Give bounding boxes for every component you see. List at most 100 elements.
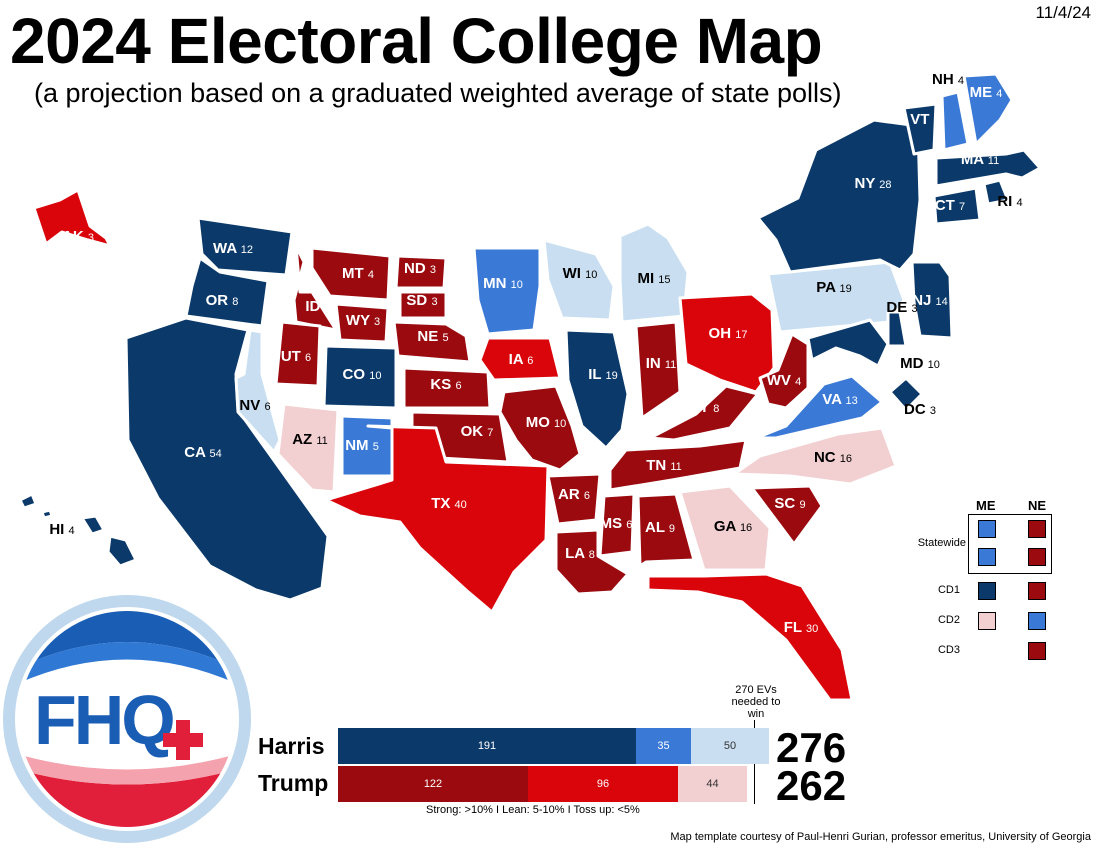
state-label-hi: HI 4 (49, 521, 74, 538)
state-label-ct: CT 7 (935, 197, 965, 214)
page-subtitle: (a projection based on a graduated weigh… (34, 78, 842, 108)
state-ma (934, 148, 1042, 188)
legend-swatch-ne-statewide-2 (1028, 548, 1046, 566)
legend-row-cd3: CD3 (937, 644, 960, 656)
state-ev-nv: 6 (264, 401, 270, 413)
state-ev-pa: 19 (840, 283, 852, 295)
state-mi (618, 222, 690, 324)
legend-swatch-ne-cd3 (1028, 642, 1046, 660)
trump-bar: 122 96 44 (338, 766, 768, 802)
state-hi-part-4 (40, 508, 54, 520)
state-ev-il: 19 (605, 370, 617, 382)
state-ev-hi: 4 (69, 525, 75, 537)
state-label-ak: AK 3 (62, 228, 94, 245)
state-label-id: ID 4 (305, 298, 330, 315)
state-ev-wy: 3 (374, 316, 380, 328)
state-hi-part-3 (18, 492, 38, 510)
state-label-ut: UT 6 (281, 348, 311, 365)
state-ev-ri: 4 (1017, 197, 1023, 209)
split-legend: ME NE Statewide CD1 CD2 CD3 (910, 498, 1060, 668)
state-label-nc: NC 16 (814, 449, 852, 466)
state-ev-wa: 12 (241, 244, 253, 256)
state-ev-ia: 6 (527, 355, 533, 367)
state-nc (732, 426, 898, 486)
state-ev-ks: 6 (455, 380, 461, 392)
state-wa (196, 216, 294, 277)
state-ev-md: 10 (928, 359, 940, 371)
state-nh (940, 90, 970, 152)
state-label-ms: MS 6 (600, 515, 633, 532)
state-label-ky: KY 8 (689, 399, 720, 416)
state-vt (902, 102, 938, 156)
state-wy (334, 302, 390, 344)
state-al (636, 492, 696, 568)
state-ev-ak: 3 (88, 232, 94, 244)
state-label-mt: MT 4 (342, 265, 374, 282)
legend-row-cd2: CD2 (937, 614, 960, 626)
state-ev-ms: 6 (626, 519, 632, 531)
state-ev-me: 4 (996, 88, 1002, 100)
state-label-mi: MI 15 (637, 270, 670, 287)
state-label-al: AL 9 (645, 519, 675, 536)
state-la (554, 528, 630, 596)
state-nv (234, 328, 282, 454)
state-label-ia: IA 6 (509, 351, 534, 368)
harris-label: Harris (258, 733, 325, 759)
state-label-ma: MA 11 (961, 151, 999, 168)
state-label-ok: OK 7 (461, 423, 494, 440)
state-nd (394, 254, 448, 290)
trump-bar-strong-segment: 122 (338, 766, 528, 802)
logo-text: FHQ (34, 681, 173, 759)
state-label-wy: WY 3 (346, 312, 380, 329)
state-ev-al: 9 (669, 523, 675, 535)
state-ev-ma: 11 (988, 155, 999, 167)
state-ev-de: 3 (911, 303, 917, 315)
legend-statewide-frame (968, 514, 1052, 574)
legend-swatch-me-cd1 (978, 582, 996, 600)
state-hi-part-1 (80, 514, 106, 536)
state-ev-la: 8 (589, 549, 595, 561)
legend-col-ne: NE (1028, 498, 1047, 513)
state-label-ar: AR 6 (558, 486, 590, 503)
state-fl (646, 572, 854, 702)
trump-bar-lean-segment: 96 (528, 766, 678, 802)
state-ev-wv: 4 (795, 376, 801, 388)
state-ev-mo: 10 (554, 418, 566, 430)
harris-bar: 191 35 50 (338, 728, 769, 764)
state-label-vt: VT 3 (910, 111, 939, 128)
state-ev-ok: 7 (487, 427, 493, 439)
state-label-mn: MN 10 (483, 275, 523, 292)
state-pa (766, 260, 906, 334)
state-label-ga: GA 16 (714, 518, 752, 535)
state-ms (598, 492, 636, 558)
state-ev-tn: 11 (670, 461, 681, 473)
state-de (886, 310, 908, 348)
trump-total: 262 (776, 762, 847, 809)
state-label-ks: KS 6 (430, 376, 461, 393)
state-az (276, 402, 340, 494)
legend-swatch-ne-cd2 (1028, 612, 1046, 630)
state-ev-vt: 3 (934, 115, 940, 127)
state-ak (32, 188, 112, 248)
state-ev-id: 4 (325, 302, 331, 314)
state-ne (392, 320, 472, 364)
map-credit: Map template courtesy of Paul-Henri Guri… (670, 831, 1091, 843)
state-ct (932, 186, 982, 226)
state-label-il: IL 19 (588, 366, 617, 383)
state-mo (498, 384, 582, 472)
state-me (962, 72, 1014, 146)
state-ev-nd: 3 (430, 264, 436, 276)
state-ev-ca: 54 (210, 448, 222, 460)
legend-swatch-me-statewide (978, 520, 996, 538)
legend-row-statewide: Statewide (917, 537, 966, 549)
state-tn (608, 438, 748, 492)
state-tx (324, 424, 550, 614)
harris-total: 276 (776, 724, 847, 771)
state-wi (542, 238, 616, 322)
state-wv (758, 332, 810, 410)
state-ev-nj: 14 (936, 296, 948, 308)
state-label-md: MD 10 (900, 355, 940, 372)
state-label-or: OR 8 (206, 292, 239, 309)
state-ev-mt: 4 (368, 269, 374, 281)
